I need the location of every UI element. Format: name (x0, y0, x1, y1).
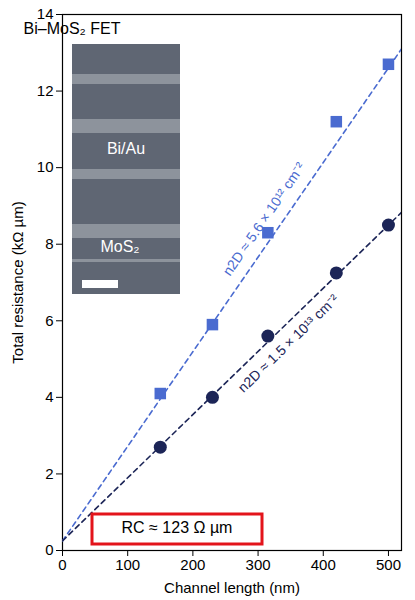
svg-text:8: 8 (45, 235, 53, 252)
svg-text:14: 14 (36, 5, 54, 23)
svg-text:200: 200 (180, 556, 205, 573)
svg-text:10: 10 (37, 158, 54, 175)
svg-text:0: 0 (58, 556, 66, 573)
svg-text:MoS₂: MoS₂ (100, 238, 139, 255)
svg-text:RC ≈ 123 Ω µm: RC ≈ 123 Ω µm (122, 519, 233, 536)
svg-text:4: 4 (45, 388, 53, 405)
svg-text:6: 6 (45, 312, 53, 329)
svg-text:400: 400 (311, 556, 336, 573)
svg-text:100: 100 (115, 556, 140, 573)
svg-text:2: 2 (45, 465, 53, 482)
svg-text:Channel length (nm): Channel length (nm) (164, 579, 300, 596)
svg-text:500: 500 (376, 556, 401, 573)
svg-text:n2D ≈ 5.6 × 10¹² cm⁻²: n2D ≈ 5.6 × 10¹² cm⁻² (219, 159, 308, 278)
svg-text:300: 300 (246, 556, 271, 573)
svg-text:Bi–MoS₂ FET: Bi–MoS₂ FET (24, 20, 121, 37)
svg-text:n2D ≈ 1.5 × 10¹³ cm⁻²: n2D ≈ 1.5 × 10¹³ cm⁻² (234, 291, 341, 396)
svg-text:Bi/Au: Bi/Au (107, 140, 145, 157)
svg-text:Total resistance (kΩ µm): Total resistance (kΩ µm) (9, 201, 26, 363)
svg-text:0: 0 (45, 541, 53, 558)
svg-text:12: 12 (37, 82, 54, 99)
